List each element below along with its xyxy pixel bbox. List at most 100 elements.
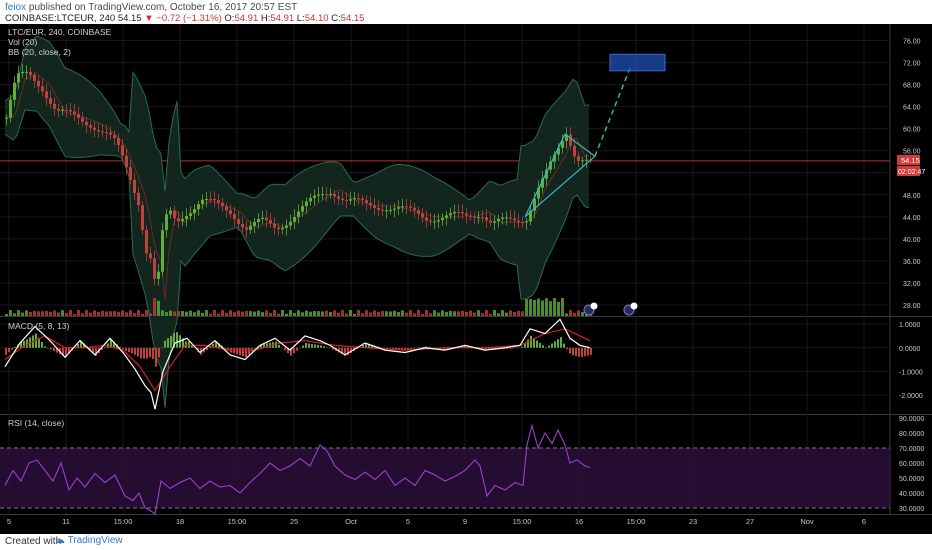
- time-tick-label: 15:00: [627, 517, 646, 526]
- author-link[interactable]: feiox: [5, 2, 27, 13]
- volume-bar: [153, 298, 156, 316]
- candle-body: [557, 147, 560, 155]
- candle-body: [485, 217, 488, 221]
- candle-body: [177, 218, 180, 222]
- candle-body: [125, 155, 128, 168]
- macd-histogram-bar: [263, 343, 265, 348]
- rsi-tick-label: 90.0000: [899, 416, 924, 423]
- candle-body: [349, 199, 352, 201]
- candle-body: [81, 117, 84, 122]
- chart-area[interactable]: 76.0072.0068.0064.0060.0056.0052.0048.00…: [0, 24, 932, 534]
- candle-body: [501, 217, 504, 220]
- time-axis: 5 11 15:00 18 15:00 25 Oct 5 9 15:00 16 15:00 23 27 No…: [7, 517, 866, 526]
- rsi-tick-label: 80.0000: [899, 431, 924, 438]
- drawings[interactable]: [524, 53, 666, 218]
- volume-bar: [253, 311, 256, 316]
- candle-body: [249, 225, 252, 230]
- price-axes: 76.0072.0068.0064.0060.0056.0052.0048.00…: [899, 39, 924, 513]
- tradingview-logo[interactable]: ☁ TradingView: [55, 535, 123, 546]
- macd-histogram-bar: [524, 343, 526, 348]
- event-icon[interactable]: [623, 302, 638, 316]
- candle-body: [437, 220, 440, 222]
- macd-histogram-bar: [158, 347, 160, 358]
- chart-canvas[interactable]: 76.0072.0068.0064.0060.0056.0052.0048.00…: [0, 24, 932, 534]
- time-tick-label: 16: [575, 517, 583, 526]
- macd-histogram-bar: [131, 347, 133, 354]
- volume-bar: [437, 312, 440, 316]
- publication-line: feiox published on TradingView.com, Octo…: [5, 2, 297, 13]
- candle-body: [397, 207, 400, 209]
- macd-histogram-bar: [572, 347, 574, 356]
- volume-bar: [349, 310, 352, 316]
- macd-histogram-bar: [443, 347, 445, 350]
- candle-body: [505, 217, 508, 219]
- macd-histogram-bar: [218, 343, 220, 348]
- candle-body: [389, 209, 392, 211]
- macd-legend: MACD (5, 8, 13): [8, 321, 70, 331]
- macd-histogram-bar: [95, 347, 97, 357]
- macd-histogram-bar: [152, 347, 154, 359]
- candle-body: [325, 194, 328, 196]
- candle-body: [145, 229, 148, 254]
- candle-body: [377, 207, 380, 210]
- volume-bar: [569, 310, 572, 316]
- macd-histogram-bar: [509, 347, 511, 349]
- candle-body: [449, 213, 452, 216]
- volume-bar: [549, 301, 552, 316]
- macd-tick-label: -1.0000: [899, 369, 923, 376]
- macd-histogram-bar: [155, 347, 157, 367]
- candle-body: [317, 194, 320, 196]
- candle-body: [221, 202, 224, 207]
- volume-bar: [89, 312, 92, 316]
- volume-bar: [257, 310, 260, 316]
- target-box: [609, 53, 666, 72]
- candle-body: [89, 125, 92, 128]
- volume-bar: [185, 311, 188, 316]
- volume-bar: [341, 310, 344, 316]
- price-tick-label: 48.00: [903, 193, 921, 200]
- volume-bar: [461, 310, 464, 316]
- volume-bar: [541, 300, 544, 316]
- volume-bar: [5, 314, 8, 316]
- candle-body: [297, 211, 300, 217]
- candle-body: [577, 156, 580, 162]
- volume-bar: [37, 311, 40, 316]
- last-price-tag-text: 54.15: [901, 156, 920, 165]
- macd-tick-label: 0.0000: [899, 346, 921, 353]
- time-tick-label: 27: [746, 517, 754, 526]
- volume-bar: [69, 310, 72, 316]
- macd-histogram-bar: [236, 347, 238, 355]
- volume-bar: [197, 310, 200, 316]
- candle-body: [169, 210, 172, 215]
- volume-bar: [345, 313, 348, 316]
- candle-body: [141, 205, 144, 230]
- candle-body: [525, 221, 528, 223]
- volume-bar: [169, 310, 172, 316]
- macd-tick-label: -2.0000: [899, 393, 923, 400]
- macd-histogram-bar: [569, 347, 571, 354]
- trend-line: [524, 155, 596, 218]
- macd-histogram-bar: [464, 345, 466, 348]
- macd-histogram-bar: [383, 347, 385, 349]
- low-value: 54.10: [304, 13, 329, 24]
- volume-bar: [481, 313, 484, 316]
- macd-histogram-bar: [536, 340, 538, 348]
- macd-histogram-bar: [566, 347, 568, 350]
- volume-bar: [17, 310, 20, 316]
- time-tick-label: 15:00: [513, 517, 532, 526]
- volume-bar: [81, 313, 84, 316]
- candle-body: [253, 222, 256, 226]
- candles: [5, 64, 592, 286]
- macd-histogram-bar: [161, 347, 163, 349]
- macd-histogram-bar: [170, 335, 172, 348]
- candle-body: [209, 198, 212, 200]
- macd-histogram-bar: [44, 346, 46, 348]
- volume-bar: [581, 312, 584, 316]
- indicator-lines: [4, 318, 591, 515]
- event-icon[interactable]: [583, 302, 598, 316]
- volume-bar: [333, 310, 336, 316]
- candle-body: [545, 169, 548, 179]
- volume-bar: [389, 311, 392, 316]
- candle-body: [477, 217, 480, 219]
- macd-histogram-bar: [371, 344, 373, 348]
